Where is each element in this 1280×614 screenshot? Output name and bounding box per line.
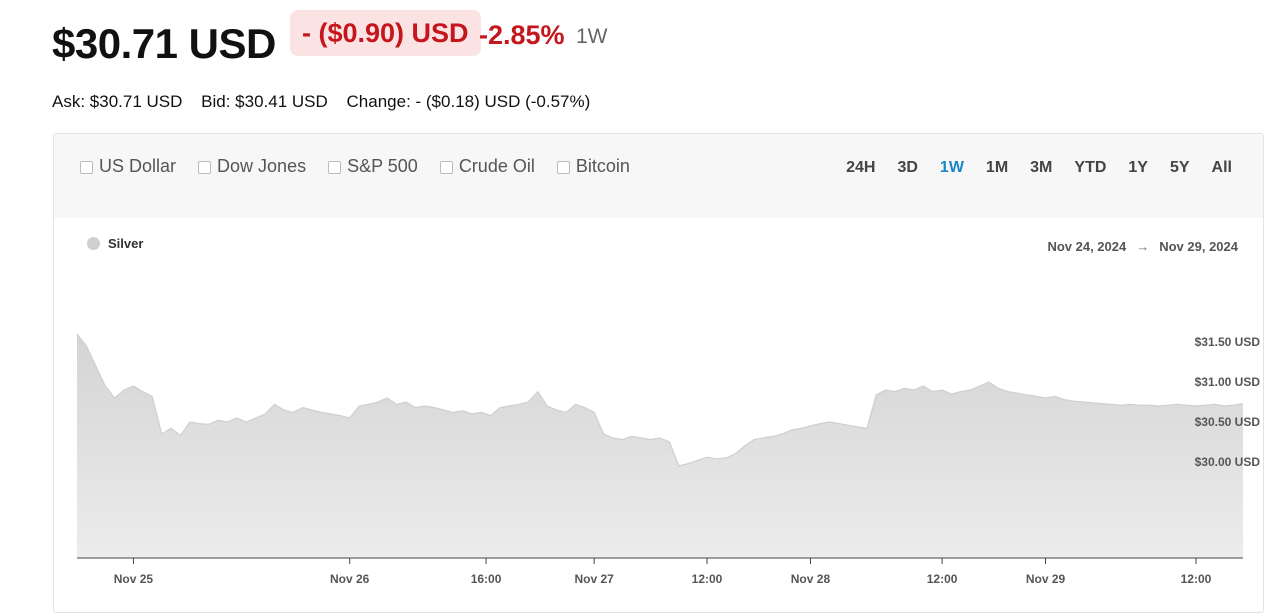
- range-1y[interactable]: 1Y: [1128, 159, 1148, 176]
- y-tick-label: $31.50 USD: [1195, 335, 1261, 349]
- compare-label: Bitcoin: [575, 156, 630, 176]
- x-tick-label: Nov 27: [574, 572, 614, 586]
- range-24h[interactable]: 24H: [846, 159, 876, 176]
- legend-label: Silver: [108, 236, 144, 251]
- range-ytd[interactable]: YTD: [1074, 159, 1107, 176]
- bid-price: Bid: $30.41 USD: [201, 92, 328, 111]
- compare-label: US Dollar: [99, 156, 177, 176]
- x-tick-label: Nov 25: [114, 572, 154, 586]
- current-range-label: 1W: [576, 25, 608, 48]
- range-1w[interactable]: 1W: [939, 159, 964, 176]
- compare-bitcoin[interactable]: Bitcoin: [556, 156, 630, 177]
- checkbox-icon[interactable]: [198, 161, 212, 174]
- price-change-badge: - ($0.90) USD: [290, 10, 481, 56]
- y-tick-label: $31.00 USD: [1195, 375, 1261, 389]
- range-3d[interactable]: 3D: [897, 159, 918, 176]
- compare-crude-oil[interactable]: Crude Oil: [439, 156, 535, 177]
- compare-s-p-500[interactable]: S&P 500: [328, 156, 418, 177]
- chart-toolbar: US Dollar Dow Jones S&P 500 Crude Oil Bitcoi…: [54, 134, 1263, 218]
- x-tick-label: Nov 28: [791, 572, 831, 586]
- range-5y[interactable]: 5Y: [1169, 159, 1190, 176]
- date-from: Nov 24, 2024: [1047, 239, 1127, 254]
- y-tick-label: $30.00 USD: [1195, 455, 1261, 469]
- checkbox-icon[interactable]: [556, 161, 570, 174]
- price-change-percent: -2.85%: [479, 20, 565, 50]
- chart-panel: US Dollar Dow Jones S&P 500 Crude Oil Bitcoi…: [53, 133, 1264, 613]
- legend-dot-icon: [87, 237, 100, 250]
- x-tick-label: 12:00: [1181, 572, 1212, 586]
- x-tick-label: 12:00: [692, 572, 723, 586]
- change-detail: Change: - ($0.18) USD (-0.57%): [346, 92, 591, 111]
- x-tick-label: 16:00: [471, 572, 502, 586]
- checkbox-icon[interactable]: [80, 161, 93, 174]
- ask-price: Ask: $30.71 USD: [52, 92, 183, 111]
- compare-dow-jones[interactable]: Dow Jones: [198, 156, 306, 177]
- compare-label: Dow Jones: [217, 156, 307, 176]
- compare-label: Crude Oil: [458, 156, 535, 176]
- checkbox-icon[interactable]: [328, 161, 342, 174]
- range-1m[interactable]: 1M: [985, 159, 1009, 176]
- current-price: $30.71 USD: [52, 20, 276, 67]
- arrow-right-icon: →: [1136, 239, 1150, 254]
- compare-label: S&P 500: [347, 156, 418, 176]
- silver-line: [76, 333, 1244, 467]
- quote-details: Ask: $30.71 USD Bid: $30.41 USD Change: …: [52, 92, 604, 112]
- y-tick-label: $30.50 USD: [1195, 415, 1261, 429]
- silver-area: [77, 334, 1243, 558]
- chart-legend: Silver: [87, 236, 143, 251]
- range-3m[interactable]: 3M: [1030, 159, 1053, 176]
- x-tick-label: 12:00: [927, 572, 958, 586]
- checkbox-icon[interactable]: [439, 161, 453, 174]
- x-tick-label: Nov 29: [1026, 572, 1066, 586]
- price-chart[interactable]: Nov 25 Nov 26 16:00 Nov 27 12:00 Nov 28 12:00 N…: [54, 134, 1265, 614]
- date-to: Nov 29, 2024: [1159, 239, 1238, 254]
- date-range: Nov 24, 2024 → Nov 29, 2024: [1047, 239, 1238, 254]
- range-all[interactable]: All: [1211, 159, 1232, 176]
- range-selector: 24H 3D 1W 1M 3M YTD 1Y 5Y All: [835, 159, 1243, 177]
- compare-us-dollar[interactable]: US Dollar: [80, 156, 176, 177]
- x-tick-label: Nov 26: [330, 572, 370, 586]
- compare-options: US Dollar Dow Jones S&P 500 Crude Oil Bitcoi…: [80, 156, 630, 177]
